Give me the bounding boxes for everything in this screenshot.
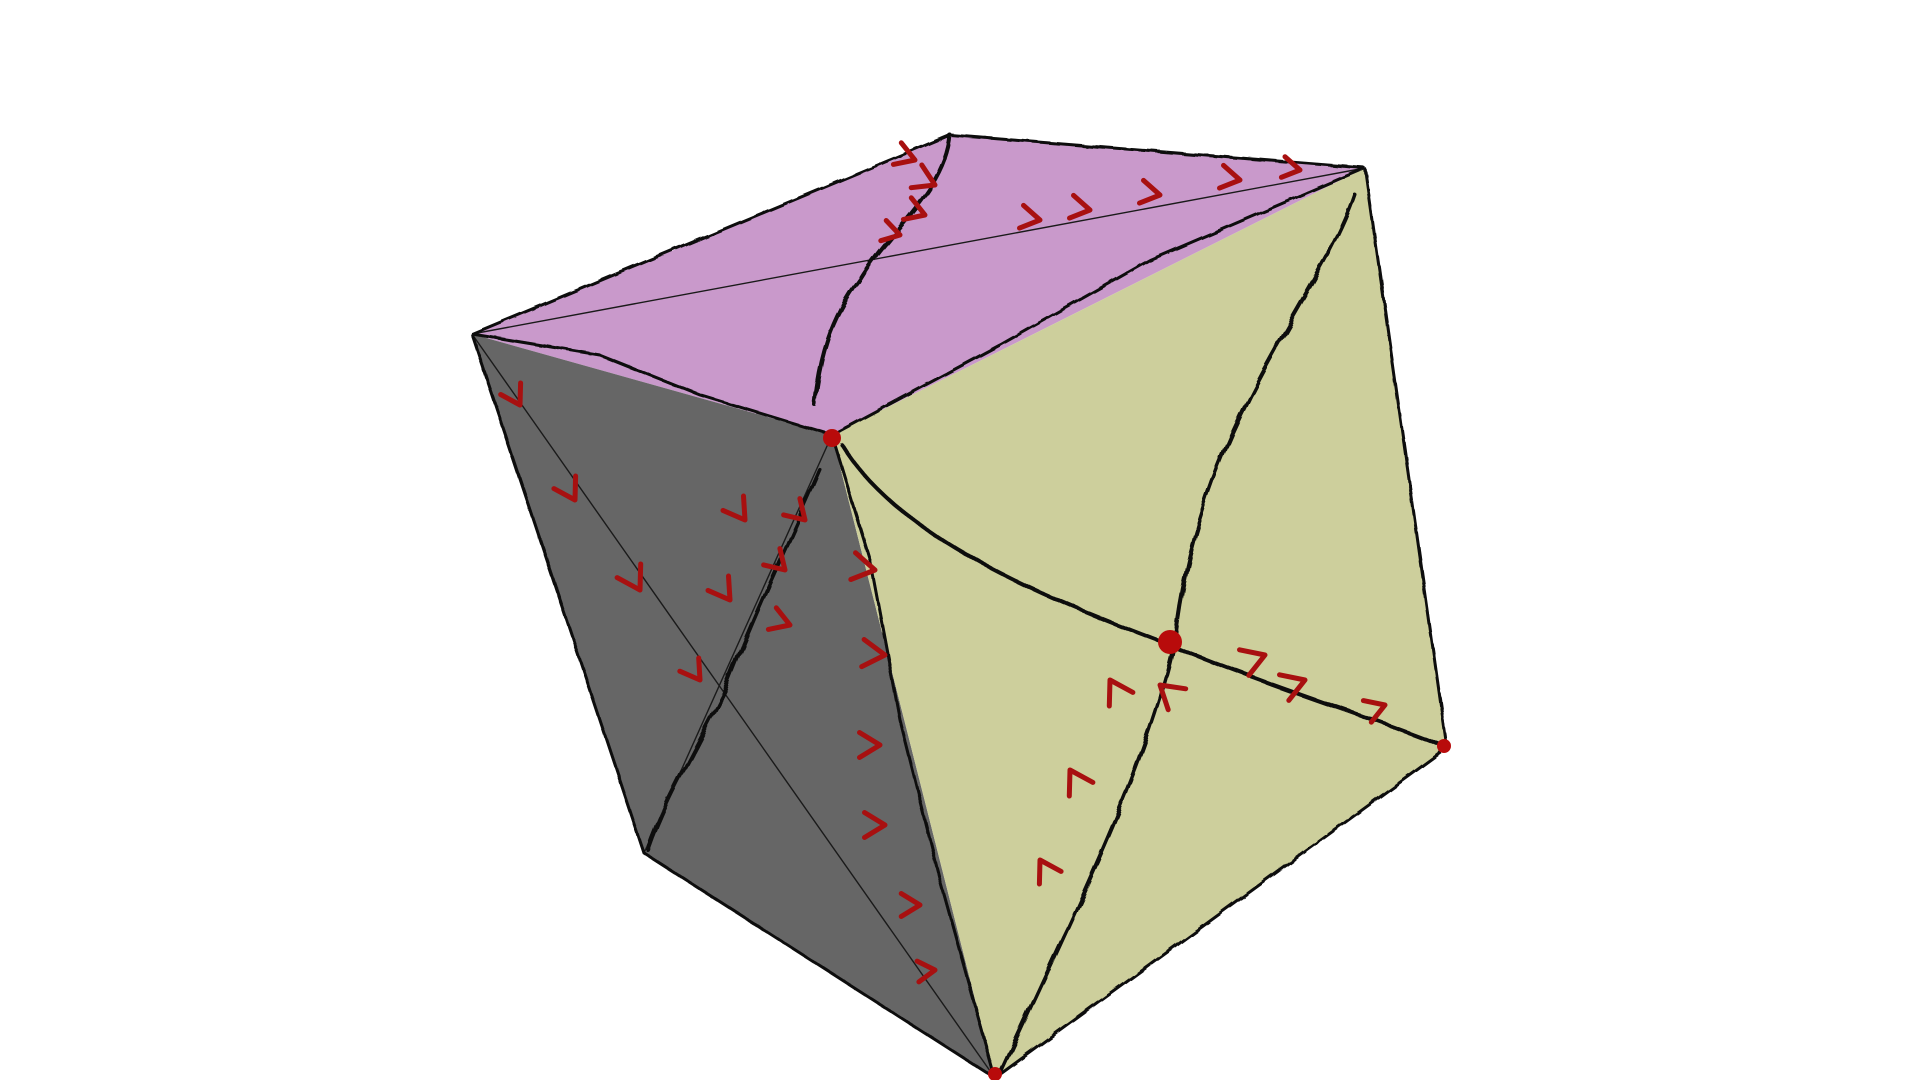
chevron-arrow-mark bbox=[914, 958, 938, 985]
chevron-arrow-mark bbox=[1066, 767, 1096, 799]
chevron-arrow-mark bbox=[1237, 647, 1268, 678]
chevron-arrow-mark bbox=[1360, 698, 1388, 725]
chevron-arrow-mark bbox=[1277, 672, 1308, 703]
chevron-arrow-mark bbox=[765, 605, 793, 632]
left-face-curve bbox=[646, 468, 822, 852]
chevron-arrow-mark bbox=[1137, 177, 1163, 206]
chevron-arrow-mark bbox=[551, 473, 579, 503]
chevron-arrow-mark bbox=[857, 730, 883, 760]
chevron-arrow-mark bbox=[498, 380, 524, 408]
vertex-node bbox=[823, 429, 841, 447]
right-face-curve-upper bbox=[840, 443, 1172, 647]
chevron-arrow-mark bbox=[900, 195, 928, 222]
chevron-arrow-mark bbox=[878, 218, 903, 244]
chevron-arrow-mark bbox=[705, 573, 733, 603]
right-face bbox=[832, 168, 1447, 1078]
chevron-arrow-mark bbox=[848, 550, 878, 582]
chevron-arrow-mark bbox=[1157, 682, 1189, 713]
chevron-arrow-mark bbox=[781, 496, 808, 523]
chevron-arrow-mark bbox=[677, 655, 703, 683]
vertex-node bbox=[1437, 739, 1451, 753]
right-face-curve-lower bbox=[1168, 643, 1442, 747]
chevron-arrow-mark bbox=[1067, 192, 1093, 221]
vertex-nodes bbox=[823, 429, 1451, 1080]
chevron-arrow-mark bbox=[898, 891, 923, 919]
chevron-arrow-mark bbox=[859, 637, 888, 670]
chevron-arrow-mark bbox=[1217, 162, 1243, 191]
top-face-wavy-curve bbox=[813, 133, 952, 407]
vertex-node bbox=[988, 1067, 1002, 1080]
chevron-arrow-mark bbox=[1106, 677, 1136, 709]
chevron-arrow-mark bbox=[761, 546, 788, 573]
chevron-arrow-mark bbox=[614, 561, 644, 593]
chevron-arrow-mark bbox=[1278, 154, 1303, 180]
arrow-marks bbox=[498, 140, 1388, 985]
chevron-arrow-mark bbox=[908, 162, 938, 191]
vertex-node bbox=[1158, 630, 1182, 654]
chevron-arrow-mark bbox=[1017, 202, 1043, 231]
chevron-arrow-mark bbox=[862, 810, 888, 840]
chevron-arrow-mark bbox=[890, 140, 918, 167]
chevron-arrow-mark bbox=[1036, 857, 1064, 887]
chevron-arrow-mark bbox=[720, 493, 748, 523]
